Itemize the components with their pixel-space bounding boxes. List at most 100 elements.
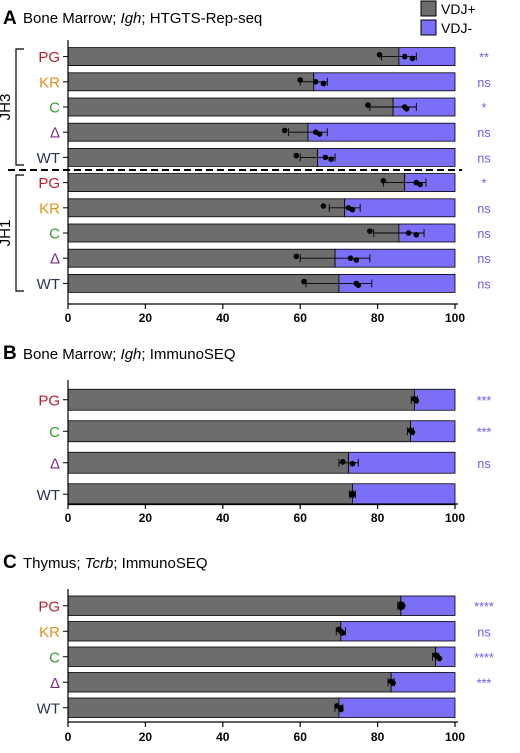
significance-label: ** (479, 51, 489, 65)
x-tick-label: 80 (371, 511, 385, 525)
bar-vdj-plus (67, 451, 349, 474)
data-point (320, 80, 327, 87)
data-point (367, 228, 373, 234)
data-point (301, 278, 307, 285)
x-tick-label: 0 (65, 311, 72, 325)
significance-label: *** (477, 425, 492, 439)
significance-label: *** (477, 394, 492, 408)
significance-label: ns (477, 151, 490, 165)
category-label: WT (37, 700, 60, 717)
data-point (349, 460, 356, 467)
bar-row: WT ns (37, 273, 491, 293)
data-point (338, 706, 344, 713)
bar-vdj-minus (390, 672, 456, 693)
bar-vdj-minus (313, 72, 456, 92)
x-tick-label: 0 (65, 511, 72, 525)
bar-vdj-plus (67, 273, 340, 293)
data-point (405, 230, 412, 236)
panel-title-part: ; HTGTS-Rep-seq (141, 10, 262, 27)
bar-row: C **** (49, 646, 494, 667)
bar-vdj-minus (410, 420, 456, 443)
data-point (339, 459, 346, 465)
bar-vdj-plus (67, 173, 406, 193)
category-label: Δ (50, 125, 60, 142)
bar-vdj-plus (67, 646, 437, 667)
data-point (347, 255, 354, 261)
category-label: KR (39, 74, 60, 91)
data-point (409, 429, 416, 435)
bar-row: PG *** (38, 388, 492, 411)
panel-title-part: Bone Marrow; (23, 10, 121, 27)
data-point (436, 655, 443, 662)
significance-label: * (482, 101, 487, 115)
bar-row: PG **** (38, 595, 494, 616)
category-label: Δ (50, 251, 60, 268)
category-label: PG (38, 392, 60, 409)
panel-title-part: Thymus; (23, 555, 85, 572)
data-point (390, 680, 396, 686)
bar-vdj-plus (67, 97, 394, 117)
data-point (293, 253, 300, 260)
category-label: PG (38, 598, 60, 615)
data-point (349, 206, 356, 213)
panel-title: Thymus; Tcrb; ImmunoSEQ (23, 555, 208, 572)
panel-C: C Thymus; Tcrb; ImmunoSEQ PG **** KR ns C **** Δ… (3, 552, 494, 744)
bar-vdj-minus (340, 621, 456, 642)
category-label: PG (38, 175, 60, 192)
data-point (376, 52, 383, 58)
panel-title: Bone Marrow; Igh; ImmunoSEQ (23, 346, 236, 363)
bar-vdj-plus (67, 147, 319, 167)
bar-vdj-minus (344, 198, 456, 218)
data-point (353, 257, 360, 263)
bar-row: PG * (38, 173, 487, 193)
data-point (365, 102, 371, 108)
bar-vdj-plus (67, 420, 411, 443)
bar-row: C *** (49, 420, 492, 443)
x-tick-label: 20 (139, 730, 153, 744)
category-label: WT (37, 150, 60, 167)
panel-B: B Bone Marrow; Igh; ImmunoSEQ PG *** C *** Δ ns… (3, 343, 491, 525)
bar-row: KR ns (39, 198, 491, 218)
category-label: PG (38, 49, 60, 66)
data-point (328, 156, 334, 162)
panel-letter: A (3, 8, 17, 29)
category-label: KR (39, 624, 60, 641)
group-label: JH3 (0, 94, 14, 121)
significance-label: **** (474, 651, 494, 665)
significance-label: ns (477, 277, 490, 291)
category-label: C (49, 100, 60, 117)
significance-label: ns (477, 126, 490, 140)
x-tick-label: 100 (445, 511, 465, 525)
bar-vdj-plus (67, 72, 315, 92)
bar-vdj-minus (338, 697, 456, 718)
bar-vdj-plus (67, 47, 400, 66)
x-tick-label: 20 (139, 511, 153, 525)
data-point (409, 55, 416, 62)
group-bracket (15, 174, 24, 292)
panel-title-part: ; ImmunoSEQ (141, 346, 235, 363)
x-tick-label: 40 (216, 311, 230, 325)
data-point (320, 203, 327, 209)
bar-row: WT (37, 697, 456, 718)
bar-row: C * (49, 97, 487, 117)
data-point (322, 154, 329, 161)
category-label: WT (37, 487, 60, 504)
category-label: KR (39, 200, 60, 217)
panel-title-part: Igh (121, 10, 142, 27)
bar-row: WT (37, 483, 456, 506)
significance-label: ns (477, 76, 490, 90)
data-point (297, 77, 304, 83)
x-tick-label: 60 (294, 730, 308, 744)
group-label: JH1 (0, 220, 14, 247)
bar-vdj-plus (67, 388, 415, 411)
category-label: Δ (50, 455, 60, 472)
x-tick-label: 40 (216, 730, 230, 744)
panel-title-part: ; ImmunoSEQ (113, 555, 207, 572)
data-point (413, 397, 420, 404)
bar-row: PG ** (38, 47, 489, 66)
category-label: C (49, 226, 60, 243)
x-tick-label: 60 (294, 311, 308, 325)
